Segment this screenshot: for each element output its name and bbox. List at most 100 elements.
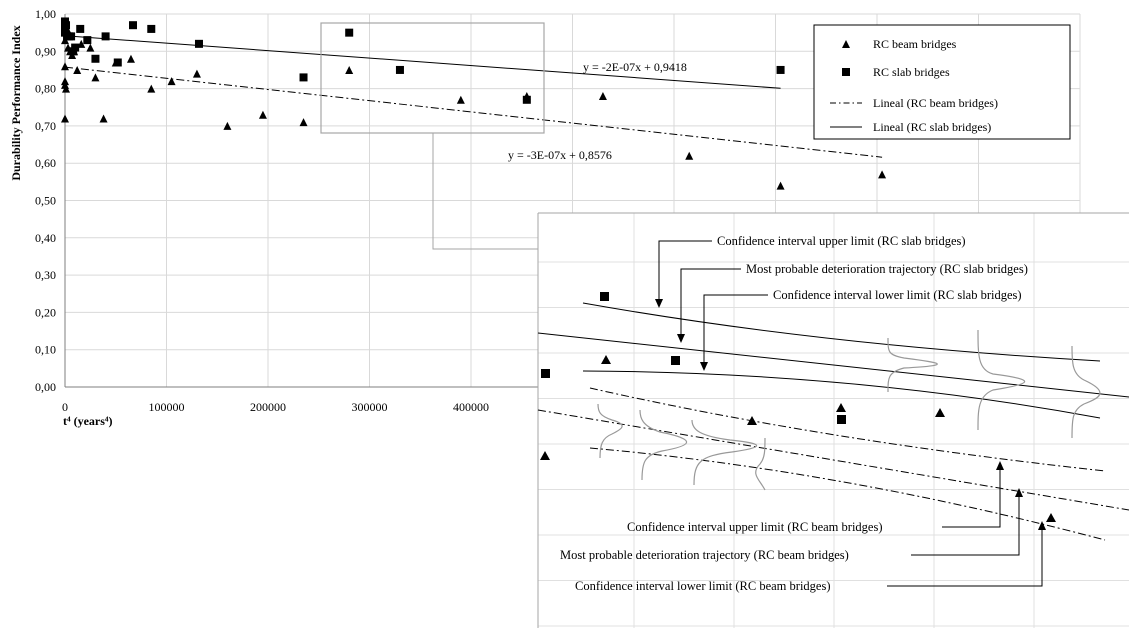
beam-bridge-point [223,121,232,130]
trendlines [64,35,883,158]
beam-distribution-1 [597,403,623,459]
legend-label-beam: RC beam bridges [873,37,957,51]
beam-bridge-point [61,114,69,123]
arrow-slab-lower [703,294,768,366]
y-tick-label: 0,30 [35,268,56,282]
arrowhead-slab-lower [700,362,708,371]
inset-label-slab-upper: Confidence interval upper limit (RC slab… [717,234,966,248]
beam-bridge-point [299,118,308,127]
beam-bridge-point [77,39,86,48]
slab-bridge-point [91,54,100,63]
arrowhead-beam-upper [996,461,1004,470]
inset-label-beam-probable: Most probable deterioration trajectory (… [560,548,849,562]
slab-distribution-3 [1071,345,1101,439]
slab-bridge-point [67,32,76,41]
slab-distribution-2 [977,329,1026,431]
arrow-beam-lower [887,527,1043,587]
slab-bridge-point [194,39,203,48]
inset-beam-point [601,355,611,364]
slab-trend-equation: y = -2E-07x + 0,9418 [583,60,687,74]
beam-bridge-point [91,73,100,82]
beam-bridge-point [99,114,108,123]
arrow-slab-upper [658,240,712,303]
beam-bridge-point [73,65,82,74]
y-tick-label: 0,20 [35,305,56,319]
legend-box [813,24,1071,140]
y-tick-label: 0,50 [35,194,56,208]
slab-bridge-point [522,95,531,104]
inset-beam-probable-trajectory [537,409,1129,511]
beam-trend-equation: y = -3E-07x + 0,8576 [508,148,612,162]
slab-bridge-point [147,24,156,33]
slab-distribution-1 [887,337,938,393]
inset-beam-upper-limit [589,387,1106,472]
inset-slab-lower-limit [582,370,1101,419]
inset-beam-point [1046,513,1056,522]
inset-label-beam-lower: Confidence interval lower limit (RC beam… [575,579,831,593]
legend-label-beam-trend: Lineal (RC beam bridges) [873,96,998,110]
arrowhead-beam-lower [1038,521,1046,530]
beam-distribution-3 [691,419,758,486]
beam-bridge-point [345,65,354,74]
beam-distribution-4 [755,437,766,491]
beam-bridge-point [685,151,694,160]
arrow-beam-upper [942,467,1001,528]
slab-bridge-point [345,28,354,37]
y-axis-title: Durability Performance Index [9,25,23,180]
slab-bridge-point [62,21,71,30]
slab-bridge-point [395,65,404,74]
beam-bridge-point [192,69,201,78]
slab-bridge-point [299,73,308,82]
x-tick-label: 200000 [250,400,286,414]
y-tick-label: 0,90 [35,44,56,58]
inset-slab-point [837,415,846,424]
y-tick-label: 0,10 [35,343,56,357]
legend-label-slab: RC slab bridges [873,65,950,79]
inset-label-slab-lower: Confidence interval lower limit (RC slab… [773,288,1022,302]
slab-bridge-point [83,36,92,45]
data-points [61,17,887,190]
arrowhead-slab-probable [677,334,685,343]
x-tick-label: 0 [62,400,68,414]
inset-slab-point [600,292,609,301]
arrow-beam-probable [911,494,1020,556]
y-tick-label: 0,80 [35,82,56,96]
inset-panel: Confidence interval upper limit (RC slab… [537,212,1129,628]
x-tick-label: 100000 [149,400,185,414]
arrowhead-slab-upper [655,299,663,308]
inset-grid [538,213,1129,628]
beam-bridge-point [62,84,71,93]
beam-bridge-point [878,170,887,179]
inset-data-points [540,292,1056,522]
inset-beam-point [747,416,757,425]
beam-bridge-point [61,62,69,71]
inset-beam-point [935,408,945,417]
arrow-slab-probable [680,268,741,338]
beam-trendline [64,66,883,158]
y-tick-label: 0,00 [35,380,56,394]
zoom-connector [432,133,538,250]
y-tick-label: 1,00 [35,7,56,21]
beam-bridge-point [147,84,156,93]
beam-bridge-point [776,181,785,190]
legend-marker-slab [842,68,850,76]
inset-label-beam-upper: Confidence interval upper limit (RC beam… [627,520,883,534]
beam-bridge-point [456,95,465,104]
y-tick-label: 0,70 [35,119,56,133]
arrowhead-beam-probable [1015,488,1023,497]
slab-bridge-point [76,24,85,33]
y-tick-label: 0,40 [35,231,56,245]
x-axis-title: t⁴ (years⁴) [63,414,113,428]
inset-slab-probable-trajectory [537,332,1129,398]
inset-beam-lower-limit [589,447,1106,541]
slab-bridge-point [113,58,122,67]
inset-distribution-curves [597,329,1101,491]
inset-label-slab-probable: Most probable deterioration trajectory (… [746,262,1028,276]
inset-slab-point [541,369,550,378]
beam-bridge-point [126,54,135,63]
legend-label-slab-trend: Lineal (RC slab bridges) [873,120,991,134]
inset-beam-point [540,451,550,460]
inset-slab-upper-limit [582,302,1101,362]
slab-bridge-point [129,21,138,30]
